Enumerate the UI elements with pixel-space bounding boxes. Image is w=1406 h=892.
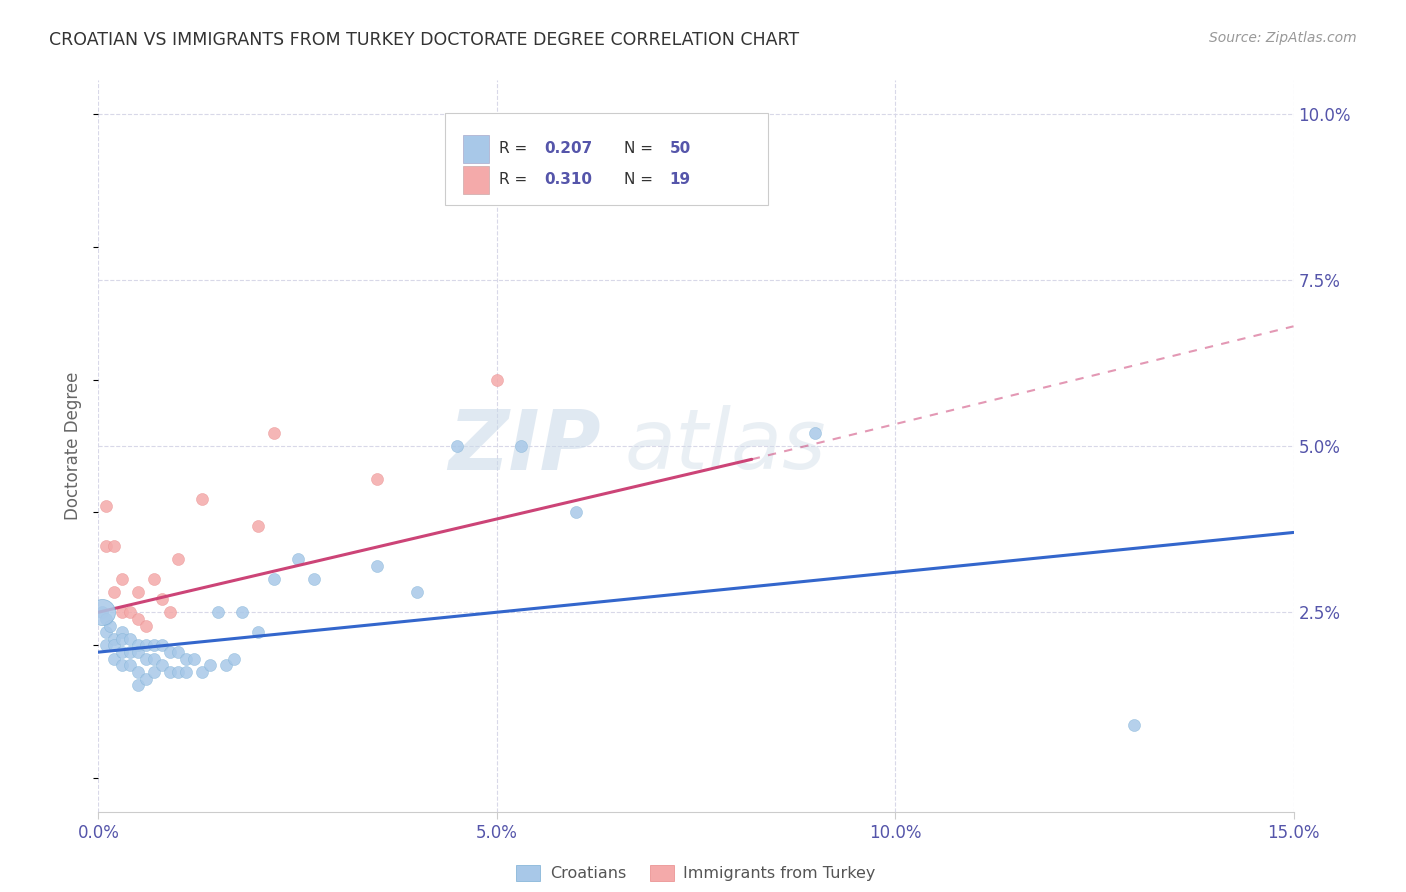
Point [127,585,149,599]
Text: 0.310: 0.310 [544,172,592,187]
Point [150,639,173,653]
Point [446,439,468,453]
Point [198,658,221,673]
Point [96,612,118,626]
Point [150,658,173,673]
Point [159,645,181,659]
Point [127,665,149,679]
Point [159,665,181,679]
Point [103,652,125,666]
Point [215,658,238,673]
Point [111,605,134,619]
Text: ZIP: ZIP [447,406,600,486]
Point [96,625,118,640]
Point [263,572,285,586]
Bar [463,135,489,162]
Point [485,372,508,386]
Point [96,539,118,553]
Point [120,632,142,646]
Point [406,585,429,599]
Point [111,645,134,659]
Point [167,645,190,659]
Point [96,639,118,653]
Point [135,639,157,653]
Point [120,658,142,673]
Point [302,572,325,586]
Text: R =: R = [499,172,531,187]
Point [183,652,205,666]
Point [263,425,285,440]
Point [1123,718,1146,732]
Text: 0.207: 0.207 [544,141,592,156]
Text: N =: N = [624,141,658,156]
Text: 19: 19 [669,172,690,187]
Point [111,658,134,673]
Point [120,645,142,659]
Point [191,492,214,507]
Point [127,645,149,659]
Point [143,639,166,653]
Text: R =: R = [499,141,531,156]
Point [91,605,114,619]
Point [222,652,245,666]
Point [159,605,181,619]
Text: atlas: atlas [624,406,825,486]
Y-axis label: Doctorate Degree: Doctorate Degree [65,372,83,520]
Point [143,652,166,666]
Legend: Croatians, Immigrants from Turkey: Croatians, Immigrants from Turkey [510,859,882,888]
Point [135,618,157,632]
Point [103,539,125,553]
Text: CROATIAN VS IMMIGRANTS FROM TURKEY DOCTORATE DEGREE CORRELATION CHART: CROATIAN VS IMMIGRANTS FROM TURKEY DOCTO… [49,31,800,49]
Point [287,552,309,566]
Point [91,605,114,619]
Point [565,506,588,520]
Text: Source: ZipAtlas.com: Source: ZipAtlas.com [1209,31,1357,45]
Point [191,665,214,679]
Point [127,639,149,653]
Point [111,632,134,646]
Point [174,652,197,666]
Point [127,678,149,692]
Point [804,425,827,440]
Point [167,552,190,566]
Point [103,585,125,599]
Point [246,518,269,533]
Point [143,572,166,586]
Point [174,665,197,679]
Point [150,591,173,606]
FancyBboxPatch shape [446,113,768,204]
Point [231,605,253,619]
Point [366,472,388,486]
Point [127,612,149,626]
Point [167,665,190,679]
Bar [463,166,489,194]
Point [509,439,531,453]
Point [111,625,134,640]
Point [96,499,118,513]
Point [111,572,134,586]
Point [103,639,125,653]
Point [135,652,157,666]
Point [143,665,166,679]
Point [103,632,125,646]
Text: 50: 50 [669,141,690,156]
Point [366,558,388,573]
Point [207,605,229,619]
Point [98,618,122,632]
Point [120,605,142,619]
Point [246,625,269,640]
Point [135,672,157,686]
Text: N =: N = [624,172,658,187]
